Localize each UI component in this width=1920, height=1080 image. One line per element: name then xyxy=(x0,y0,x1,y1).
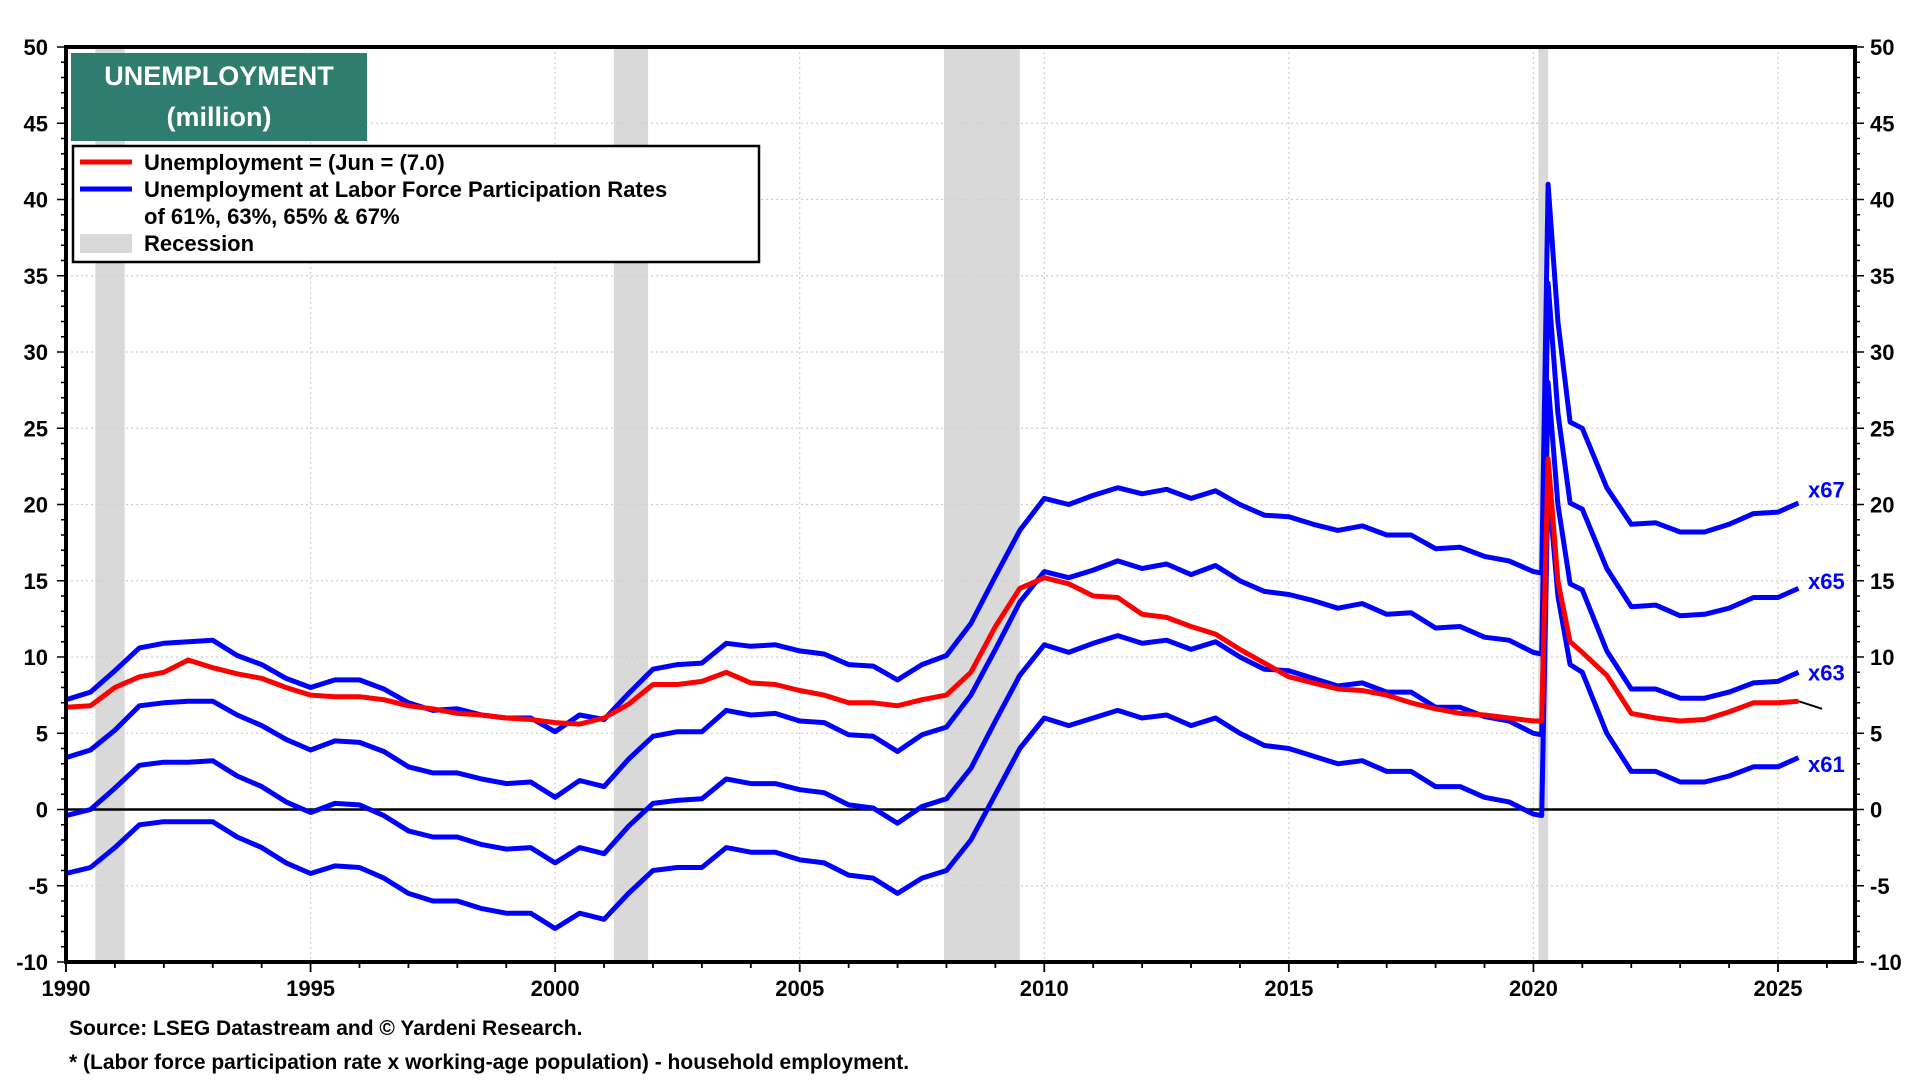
axis-ticks xyxy=(57,46,1864,972)
series-end-labels: x61 x63 x65 x67 xyxy=(1808,477,1845,777)
y-tick-label-left: 40 xyxy=(24,188,48,213)
chart-subtitle: (million) xyxy=(167,102,272,132)
y-tick-label-right: 5 xyxy=(1870,721,1882,746)
y-tick-label-right: 15 xyxy=(1870,569,1894,594)
series-lines xyxy=(66,181,1823,931)
y-tick-label-left: 30 xyxy=(24,340,48,365)
series-line-x67 xyxy=(66,181,1800,735)
y-tick-label-left: 25 xyxy=(24,416,48,441)
y-tick-label-left: 10 xyxy=(24,645,48,670)
y-tick-label-right: 20 xyxy=(1870,493,1894,518)
series-label-x63: x63 xyxy=(1808,660,1845,685)
x-tick-label: 2025 xyxy=(1754,976,1803,1001)
legend-label-lfpr-rates: of 61%, 63%, 65% & 67% xyxy=(144,204,400,229)
y-tick-label-left: 50 xyxy=(24,35,48,60)
y-tick-label-right: -5 xyxy=(1870,874,1890,899)
series-line-unemployment xyxy=(66,456,1799,727)
footnote: * (Labor force participation rate x work… xyxy=(69,1051,909,1074)
y-tick-label-right: 25 xyxy=(1870,416,1894,441)
y-tick-label-right: 50 xyxy=(1870,35,1894,60)
x-tick-label: 1990 xyxy=(42,976,91,1001)
y-tick-label-right: 10 xyxy=(1870,645,1894,670)
series-label-x67: x67 xyxy=(1808,477,1845,502)
x-tick-label: 2020 xyxy=(1509,976,1558,1001)
y-tick-label-right: 0 xyxy=(1870,798,1882,823)
y-tick-label-left: 15 xyxy=(24,569,48,594)
y-tick-label-right: 30 xyxy=(1870,340,1894,365)
y-tick-label-right: 35 xyxy=(1870,264,1894,289)
y-tick-label-left: 20 xyxy=(24,493,48,518)
y-tick-label-left: -10 xyxy=(16,950,48,975)
projection-line xyxy=(1798,700,1823,710)
chart-title: UNEMPLOYMENT xyxy=(104,61,334,91)
x-tick-label: 2010 xyxy=(1020,976,1069,1001)
y-tick-label-left: 5 xyxy=(36,721,48,746)
y-tick-label-right: 45 xyxy=(1870,111,1894,136)
title-background xyxy=(71,53,367,141)
y-tick-label-right: -10 xyxy=(1870,950,1902,975)
legend-swatch-recession xyxy=(80,234,132,253)
x-tick-label: 2005 xyxy=(775,976,824,1001)
y-tick-label-left: -5 xyxy=(28,874,48,899)
legend-label-unemployment: Unemployment = (Jun = (7.0) xyxy=(144,150,445,175)
legend-frame xyxy=(71,144,761,264)
title-box: UNEMPLOYMENT (million) xyxy=(71,53,367,141)
y-tick-label-right: 40 xyxy=(1870,188,1894,213)
legend-label-lfpr: Unemployment at Labor Force Participatio… xyxy=(144,177,667,202)
source-note: Source: LSEG Datastream and © Yardeni Re… xyxy=(69,1017,582,1040)
y-tick-label-left: 0 xyxy=(36,798,48,823)
x-tick-label: 2015 xyxy=(1264,976,1313,1001)
y-tick-label-left: 35 xyxy=(24,264,48,289)
legend-label-recession: Recession xyxy=(144,231,254,256)
series-label-x61: x61 xyxy=(1808,752,1845,777)
series-label-x65: x65 xyxy=(1808,569,1845,594)
x-tick-label: 1995 xyxy=(286,976,335,1001)
legend: Unemployment = (Jun = (7.0) Unemployment… xyxy=(71,144,761,264)
x-tick-label: 2000 xyxy=(531,976,580,1001)
y-tick-label-left: 45 xyxy=(24,111,48,136)
